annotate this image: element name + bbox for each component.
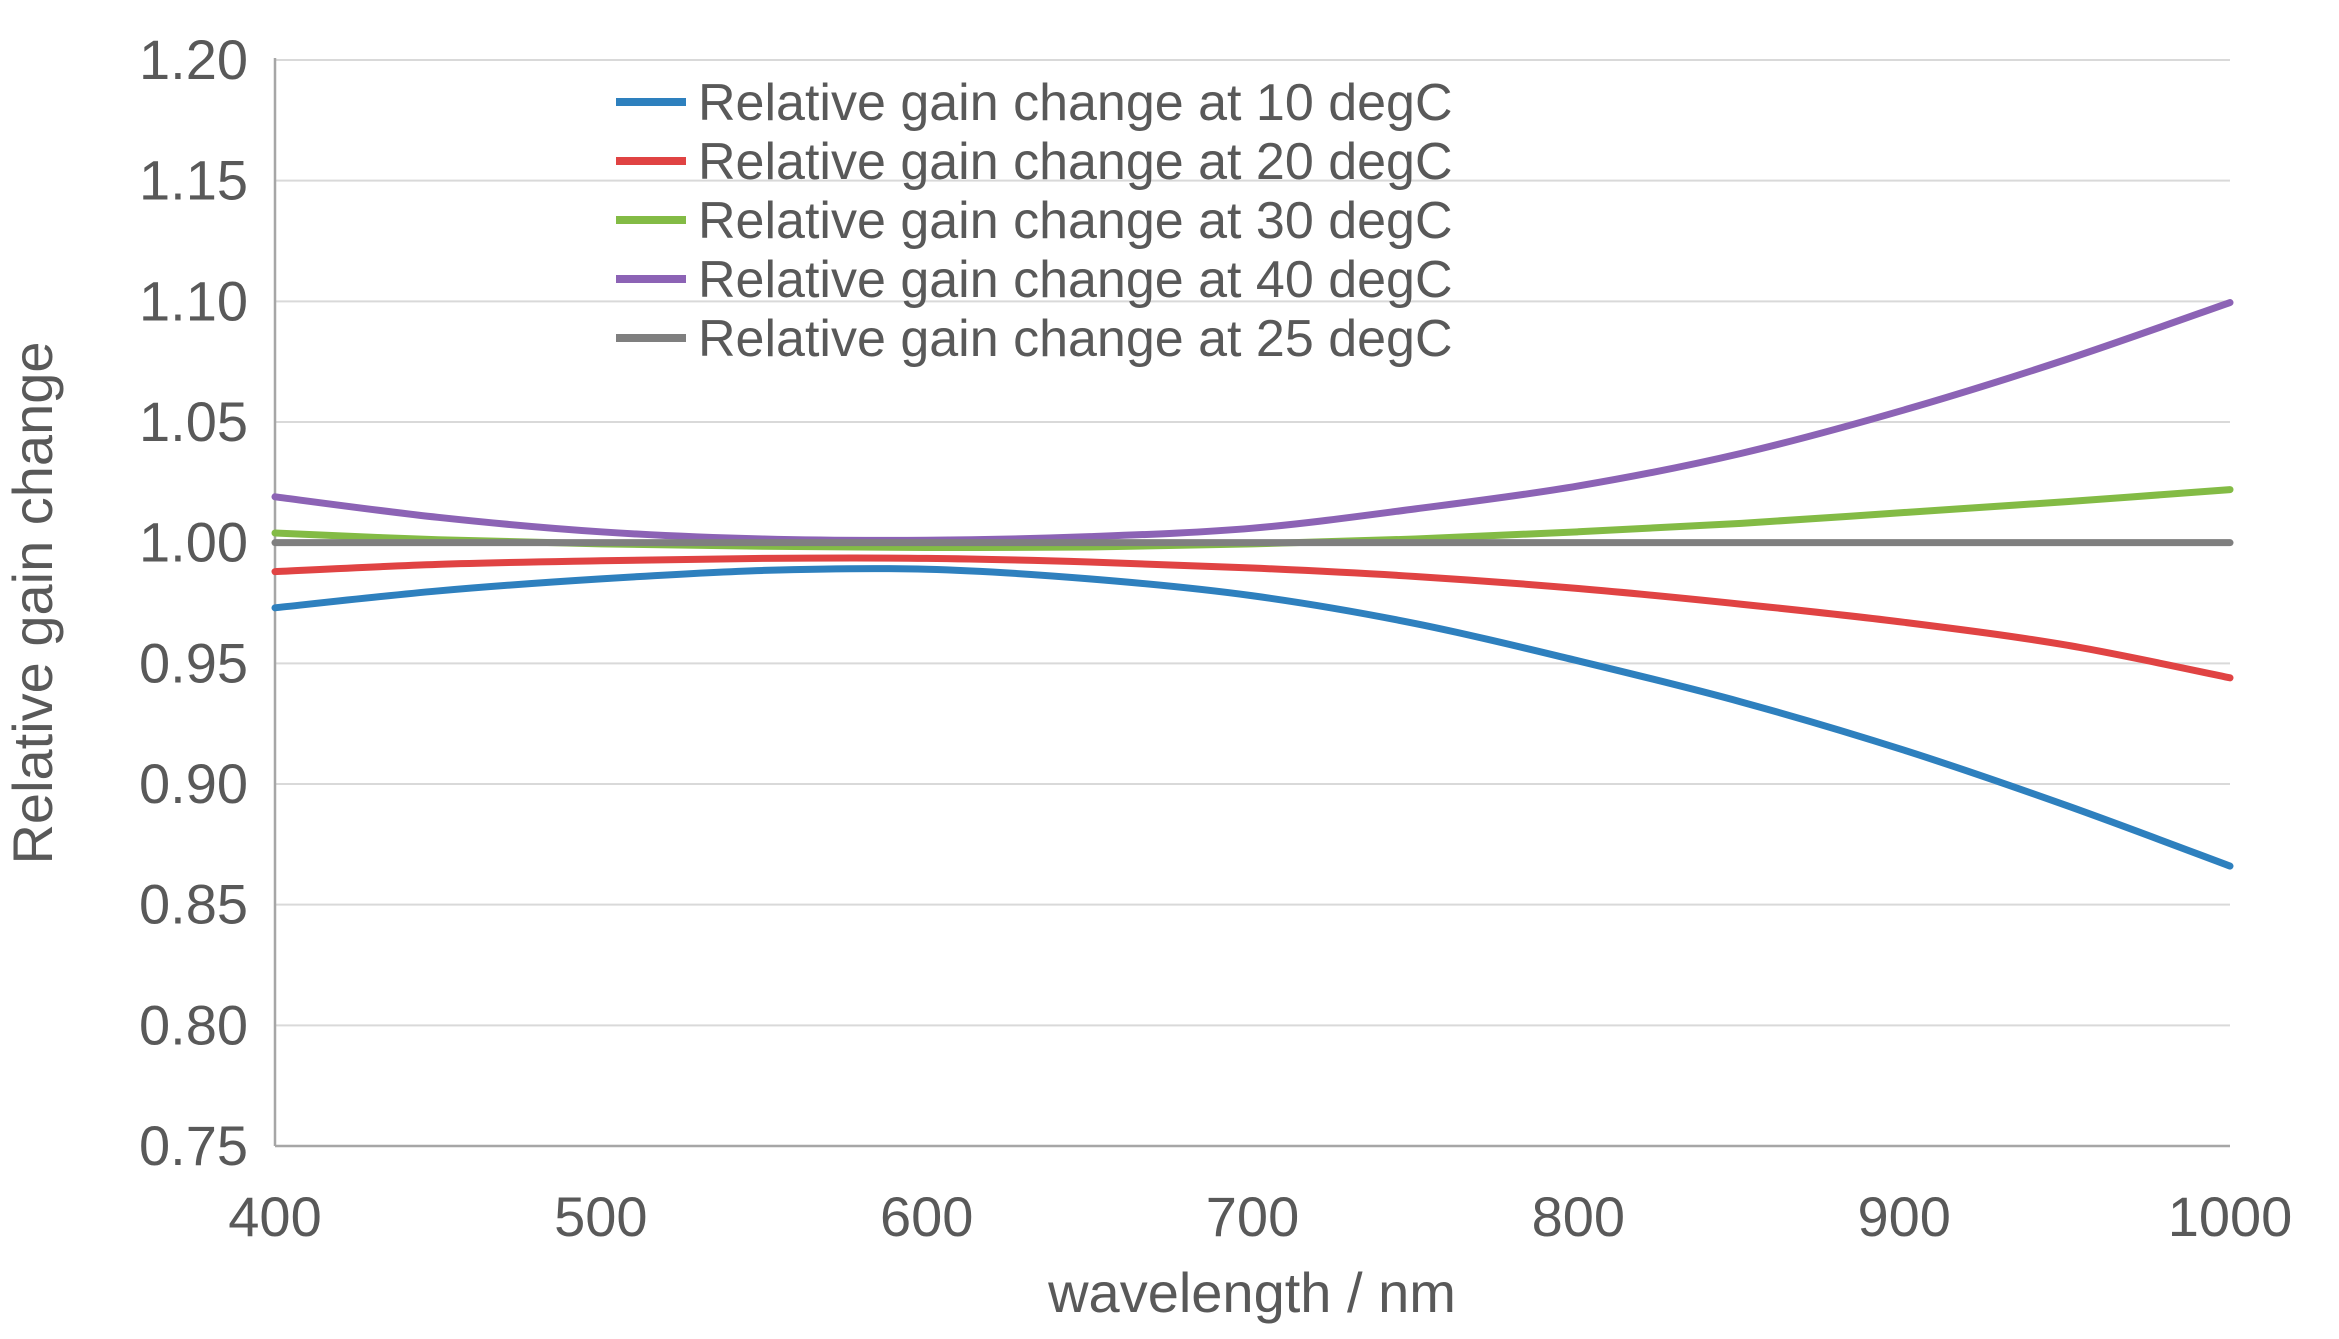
y-tick-label: 1.10 — [139, 269, 248, 332]
y-tick-label: 1.15 — [139, 149, 248, 212]
x-tick-label: 800 — [1532, 1185, 1625, 1248]
series-layer — [271, 299, 2234, 870]
y-tick-label: 0.95 — [139, 631, 248, 694]
x-tick-label: 700 — [1206, 1185, 1299, 1248]
y-tick-label: 1.05 — [139, 390, 248, 453]
x-tick-label: 900 — [1857, 1185, 1950, 1248]
y-tick-label: 0.80 — [139, 993, 248, 1056]
y-tick-label: 0.75 — [139, 1114, 248, 1177]
legend-item: Relative gain change at 20 degC — [616, 133, 1453, 191]
legend-label: Relative gain change at 10 degC — [698, 74, 1453, 132]
y-tick-label: 0.85 — [139, 873, 248, 936]
legend-item: Relative gain change at 25 degC — [616, 310, 1453, 368]
y-tick-label: 1.00 — [139, 511, 248, 574]
y-tick-label: 1.20 — [139, 28, 248, 91]
series-line-3 — [271, 299, 2234, 544]
y-tick-label: 0.90 — [139, 752, 248, 815]
legend-item: Relative gain change at 10 degC — [616, 74, 1453, 132]
tick-label-layer: 1.20 1.15 1.10 1.05 1.00 0.95 0.90 0.85 0.80 0.75… — [139, 28, 2292, 1248]
x-tick-label: 500 — [554, 1185, 647, 1248]
legend-label: Relative gain change at 30 degC — [698, 192, 1453, 250]
x-axis-title: wavelength / nm — [1047, 1261, 1456, 1324]
legend-label: Relative gain change at 25 degC — [698, 310, 1453, 368]
axis-layer — [273, 58, 2230, 1148]
x-tick-label: 1000 — [2168, 1185, 2293, 1248]
y-axis-title: Relative gain change — [1, 341, 64, 864]
x-tick-label: 600 — [880, 1185, 973, 1248]
legend-label: Relative gain change at 20 degC — [698, 133, 1453, 191]
legend-label: Relative gain change at 40 degC — [698, 251, 1453, 309]
legend-item: Relative gain change at 40 degC — [616, 251, 1453, 309]
series-line-0 — [271, 565, 2234, 870]
series-line-1 — [271, 554, 2234, 682]
x-tick-label: 400 — [228, 1185, 321, 1248]
legend-item: Relative gain change at 30 degC — [616, 192, 1453, 250]
legend: Relative gain change at 10 degCRelative … — [616, 74, 1453, 368]
series-line-2 — [271, 486, 2234, 552]
